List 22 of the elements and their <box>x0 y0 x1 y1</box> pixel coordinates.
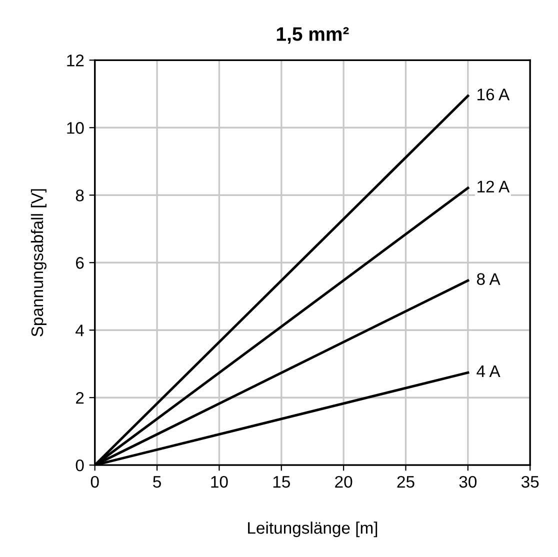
series-label: 16 A <box>478 88 510 100</box>
y-tick-label: 0 <box>76 459 84 472</box>
chart-title: 1,5 mm² <box>276 27 349 44</box>
y-axis-title: Spannungsabfall [V] <box>30 189 46 336</box>
x-tick-label: 20 <box>335 476 352 488</box>
series-label: 4 A <box>476 365 500 377</box>
x-tick-label: 35 <box>521 476 539 488</box>
x-tick-label: 15 <box>273 476 290 488</box>
x-tick-label: 5 <box>153 476 161 488</box>
y-tick-label: 8 <box>76 190 84 202</box>
x-tick-label: 25 <box>397 476 414 488</box>
y-tick-label: 6 <box>76 257 84 269</box>
series-label: 12 A <box>478 180 510 192</box>
y-tick-label: 4 <box>76 324 84 336</box>
y-tick-label: 10 <box>67 122 84 134</box>
x-tick-label: 10 <box>211 476 228 488</box>
x-tick-label: 0 <box>90 476 99 488</box>
series-label: 8 A <box>476 273 500 285</box>
x-axis-title: Leitungslänge [m] <box>248 522 378 538</box>
y-tick-label: 12 <box>67 54 84 66</box>
x-tick-label: 30 <box>459 476 477 488</box>
y-tick-label: 2 <box>76 392 84 404</box>
